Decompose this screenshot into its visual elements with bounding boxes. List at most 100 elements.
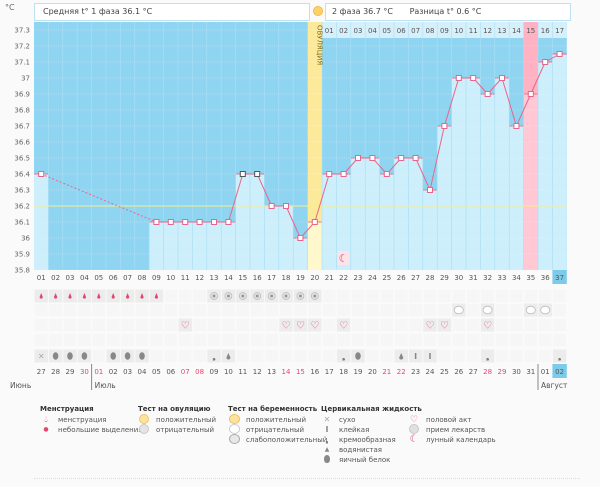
spotting-drop-icon [154, 293, 158, 299]
marker-cell [78, 304, 91, 316]
marker-cell [193, 290, 206, 302]
ovulation-negative-icon-dot [241, 294, 245, 298]
temperature-bar [307, 222, 322, 270]
spotting-drop-icon [68, 293, 72, 299]
temperature-point [355, 155, 361, 161]
marker-cell [438, 290, 451, 302]
heart-icon: ♡ [409, 415, 419, 425]
calendar-date-label: 27 [37, 368, 46, 376]
cycle-day-label: 21 [325, 274, 334, 282]
marker-cell [539, 319, 552, 331]
heart-icon: ♡ [440, 321, 449, 332]
marker-cell [308, 304, 321, 316]
calendar-date-label: 13 [267, 368, 276, 376]
marker-cell [92, 304, 105, 316]
temperature-line-segment [285, 205, 301, 239]
marker-cell [49, 319, 62, 331]
marker-cell [236, 350, 249, 362]
marker-cell [323, 334, 336, 346]
marker-cell [323, 350, 336, 362]
marker-cell [366, 290, 379, 302]
month-label: Август [541, 381, 568, 390]
calendar-date-label: 08 [195, 368, 204, 376]
legend-item: водянистая [339, 446, 383, 454]
legend-item: кремообразная [339, 436, 396, 444]
ovulation-negative-icon-dot [255, 294, 259, 298]
y-tick-label: 36.4 [14, 171, 30, 179]
ovulation-negative-icon [138, 423, 150, 437]
moon-icon: ☾ [409, 434, 419, 445]
marker-cell [452, 334, 465, 346]
sticky-icon: I [429, 352, 432, 361]
creamy-icon: ❟ [212, 353, 216, 363]
marker-cell [323, 290, 336, 302]
marker-cell [279, 304, 293, 316]
marker-cell [553, 304, 566, 316]
marker-bg [34, 349, 48, 363]
calendar-date-label: 09 [210, 368, 219, 376]
cycle-day-label: 37 [555, 274, 564, 282]
marker-cell [366, 304, 379, 316]
marker-cell [510, 334, 523, 346]
marker-cell [351, 290, 365, 302]
legend-item: отрицательный [246, 426, 305, 434]
marker-cell [164, 350, 177, 362]
spotting-drop-icon [140, 293, 144, 299]
temperature-bar [149, 222, 164, 270]
marker-cell [49, 304, 62, 316]
marker-cell [35, 334, 48, 346]
temperature-point [499, 75, 505, 81]
sticky-icon: I [414, 352, 417, 361]
temperature-point [513, 123, 520, 129]
y-tick-label: 36.1 [14, 219, 30, 227]
legend-item: прием лекарств [426, 426, 486, 434]
y-tick-label: 36.3 [14, 187, 30, 195]
legend-title: Менструация [40, 405, 94, 413]
marker-cell [423, 304, 437, 316]
watery-drop-icon [399, 353, 404, 360]
eggwhite-icon [110, 352, 116, 360]
temperature-bar [437, 126, 452, 270]
temperature-bar [451, 78, 466, 270]
marker-cell [294, 334, 307, 346]
calendar-date-label: 15 [296, 368, 305, 376]
marker-cell [366, 350, 379, 362]
marker-cell [452, 350, 465, 362]
marker-cell [395, 319, 408, 331]
marker-cell [495, 304, 509, 316]
marker-cell [236, 304, 249, 316]
spotting-drop-icon [53, 293, 58, 299]
calendar-date-label: 22 [397, 368, 406, 376]
marker-cell [539, 334, 552, 346]
temperature-bar [523, 94, 538, 270]
marker-cell [63, 304, 77, 316]
marker-cell [251, 350, 264, 362]
marker-bg [437, 318, 452, 332]
marker-bg [178, 318, 192, 332]
marker-cell [35, 304, 48, 316]
phase2-day-label: 04 [368, 27, 377, 35]
cycle-day-label: 35 [526, 274, 535, 282]
cycle-day-label: 18 [282, 274, 291, 282]
phase2-day-label: 09 [440, 27, 449, 35]
marker-bg [308, 318, 322, 332]
sticky-icon: I [325, 425, 329, 434]
marker-cell [251, 319, 264, 331]
phase-diff-text: Разница t° 0.6 °C [409, 7, 482, 16]
legend-item: отрицательный [156, 426, 215, 434]
legend-item: слабоположительный [246, 436, 328, 444]
phase2-day-label: 03 [354, 27, 363, 35]
temperature-point [268, 203, 275, 209]
y-tick-label: 36.9 [14, 91, 30, 99]
marker-cell [308, 334, 321, 346]
marker-cell [222, 319, 235, 331]
temperature-point [311, 219, 318, 225]
marker-cell [481, 334, 494, 346]
temperature-bar [365, 158, 380, 270]
temperature-bar [163, 222, 178, 270]
cycle-day-label: 26 [397, 274, 406, 282]
temperature-point [383, 171, 390, 177]
today-cell [552, 270, 567, 284]
marker-cell [222, 304, 235, 316]
marker-cell [495, 334, 509, 346]
